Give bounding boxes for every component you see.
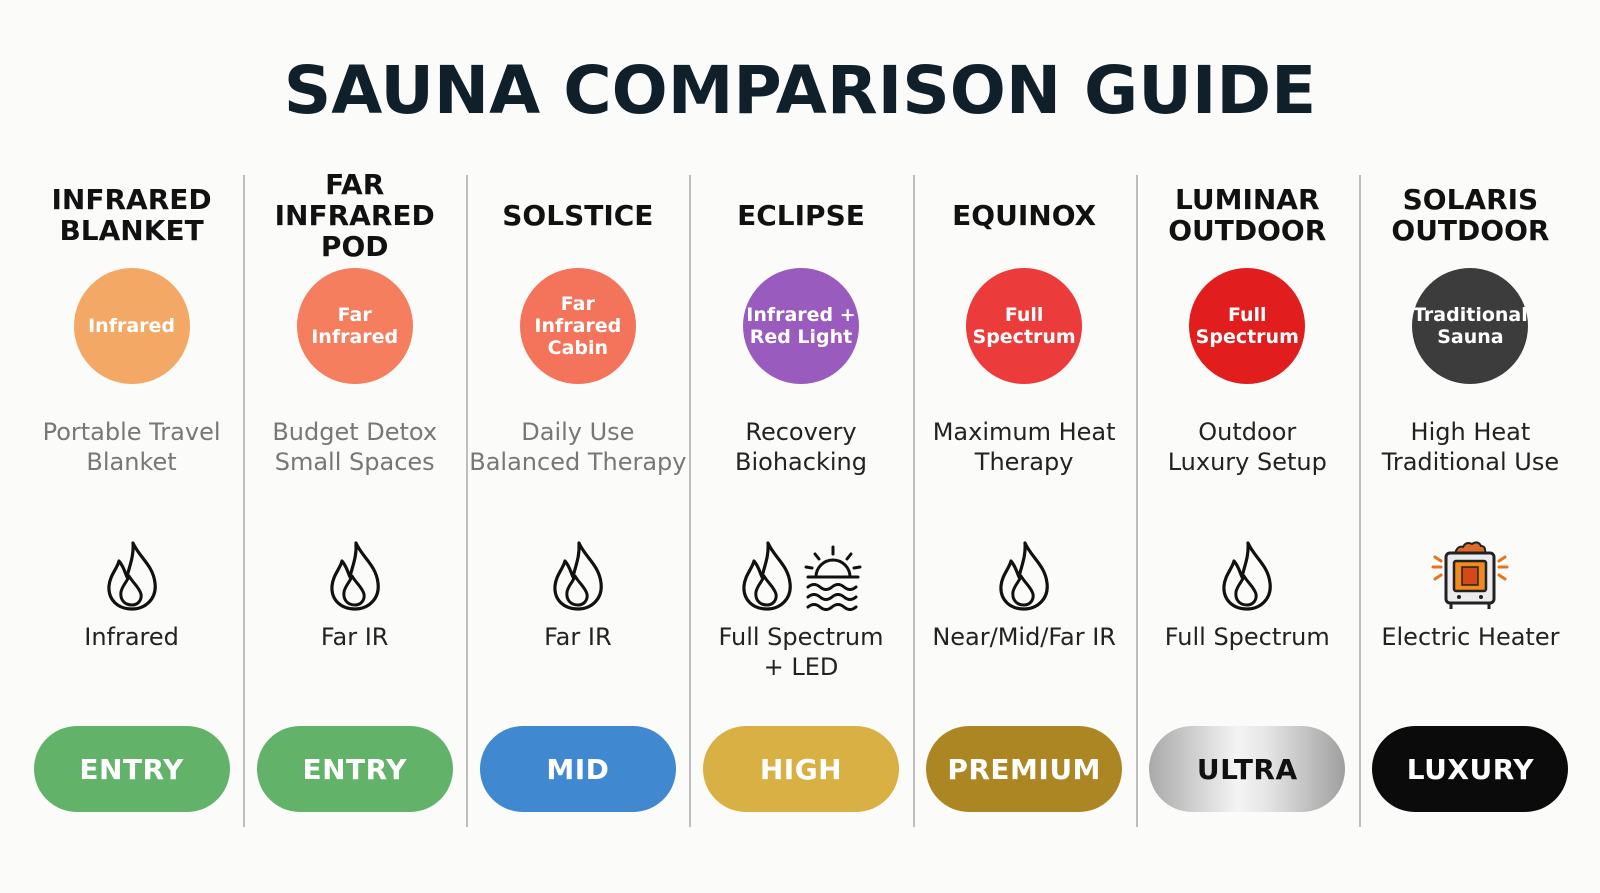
flame-icon — [738, 539, 796, 617]
type-badge: Far Infrared — [296, 268, 413, 384]
heat-icons — [466, 541, 689, 615]
use-case-text: Budget Detox Small Spaces — [272, 418, 438, 476]
sauna-name: SOLARIS OUTDOOR — [1391, 183, 1550, 247]
heat-icons — [243, 541, 466, 615]
type-badge: Full Spectrum — [966, 268, 1083, 384]
flame-icon — [549, 539, 607, 617]
sauna-name: EQUINOX — [952, 198, 1097, 232]
heat-type-text: Infrared — [84, 623, 179, 651]
flame-icon — [1218, 539, 1276, 617]
heat-type-text: Full Spectrum + LED — [718, 623, 884, 681]
tier-button-high[interactable]: HIGH — [702, 726, 899, 812]
type-badge: Traditional Sauna — [1412, 268, 1529, 384]
heater-icon — [1429, 539, 1511, 617]
type-badge: Infrared + Red Light — [742, 268, 859, 384]
type-badge: Full Spectrum — [1189, 268, 1306, 384]
type-badge: Far Infrared Cabin — [519, 268, 636, 384]
sauna-column-1: INFRARED BLANKET Infrared Portable Trave… — [20, 175, 243, 827]
heat-icons — [1359, 541, 1582, 615]
heat-icons — [689, 541, 912, 615]
sauna-column-7: SOLARIS OUTDOOR Traditional Sauna High H… — [1358, 175, 1582, 827]
sauna-name: FAR INFRARED POD — [274, 167, 435, 263]
flame-icon — [995, 539, 1053, 617]
sauna-name: ECLIPSE — [737, 198, 865, 232]
heat-icons — [20, 541, 243, 615]
heat-type-text: Far IR — [544, 623, 612, 651]
tier-button-entry[interactable]: ENTRY — [256, 726, 453, 812]
page-title: SAUNA COMPARISON GUIDE — [283, 52, 1317, 129]
heat-icons — [913, 541, 1136, 615]
heat-type-text: Far IR — [320, 623, 389, 651]
type-badge: Infrared — [73, 268, 190, 384]
sauna-column-3: SOLSTICE Far Infrared Cabin Daily Use Ba… — [466, 175, 689, 827]
tier-button-premium[interactable]: PREMIUM — [926, 726, 1123, 812]
heat-type-text: Electric Heater — [1381, 623, 1560, 651]
use-case-text: Outdoor Luxury Setup — [1167, 418, 1327, 476]
sunrise-icon — [802, 541, 864, 615]
flame-icon — [103, 539, 161, 617]
heat-icons — [1136, 541, 1359, 615]
sauna-column-5: EQUINOX Full Spectrum Maximum Heat Thera… — [912, 175, 1136, 827]
heat-type-text: Near/Mid/Far IR — [932, 623, 1116, 651]
flame-icon — [326, 539, 384, 617]
tier-button-mid[interactable]: MID — [479, 726, 676, 812]
use-case-text: Portable Travel Blanket — [42, 418, 221, 476]
tier-button-ultra[interactable]: ULTRA — [1149, 726, 1346, 812]
sauna-column-6: LUMINAR OUTDOOR Full Spectrum Outdoor Lu… — [1135, 175, 1359, 827]
tier-button-entry[interactable]: ENTRY — [33, 726, 230, 812]
comparison-grid: INFRARED BLANKET Infrared Portable Trave… — [20, 167, 1582, 827]
heat-type-text: Full Spectrum — [1164, 623, 1330, 651]
use-case-text: Daily Use Balanced Therapy — [469, 418, 687, 476]
use-case-text: Maximum Heat Therapy — [932, 418, 1116, 476]
tier-button-luxury[interactable]: LUXURY — [1372, 726, 1569, 812]
use-case-text: High Heat Traditional Use — [1381, 418, 1560, 476]
sauna-name: SOLSTICE — [502, 198, 654, 232]
sauna-name: INFRARED BLANKET — [51, 183, 212, 247]
sauna-column-2: FAR INFRARED POD Far Infrared Budget Det… — [243, 167, 466, 827]
sauna-column-4: ECLIPSE Infrared + Red Light Recovery Bi… — [689, 175, 912, 827]
sauna-name: LUMINAR OUTDOOR — [1168, 183, 1327, 247]
use-case-text: Recovery Biohacking — [735, 418, 867, 476]
